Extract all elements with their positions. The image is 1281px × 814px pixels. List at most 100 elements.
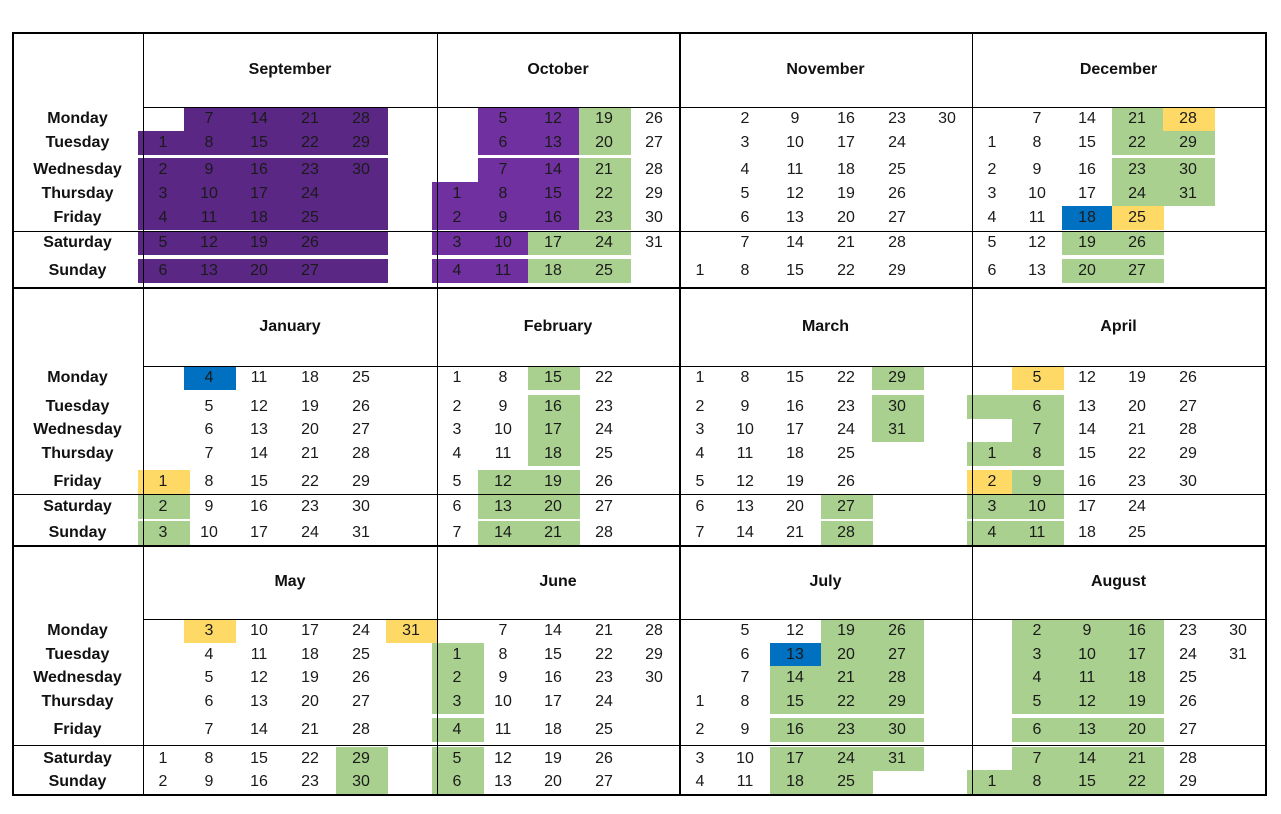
date-cell: 27 (837, 498, 855, 515)
date-cell: 24 (837, 750, 855, 767)
day-label-friday: Friday (53, 209, 102, 226)
date-cell: 22 (837, 262, 855, 279)
date-cell: 26 (1179, 369, 1197, 386)
month-title-march: March (801, 317, 850, 335)
month-title-september: September (248, 61, 332, 78)
day-label-sunday: Sunday (48, 773, 107, 790)
date-cell: 5 (158, 234, 168, 251)
date-cell: 30 (352, 161, 370, 178)
date-cell: 23 (301, 498, 319, 515)
highlight-cell (478, 107, 530, 131)
date-cell: 14 (250, 445, 268, 462)
date-cell: 10 (736, 421, 754, 438)
date-cell: 21 (544, 524, 562, 541)
date-cell: 18 (544, 262, 562, 279)
highlight-cell (579, 158, 631, 182)
highlight-cell (138, 131, 190, 155)
highlight-cell (184, 206, 236, 230)
date-cell: 29 (1179, 445, 1197, 462)
date-cell: 11 (786, 161, 804, 178)
highlight-cell (528, 495, 580, 519)
date-cell: 25 (1128, 524, 1146, 541)
month-title-may: May (274, 573, 306, 590)
date-cell: 23 (595, 209, 613, 226)
date-cell: 23 (837, 721, 855, 738)
date-cell: 31 (888, 421, 906, 438)
date-cell: 17 (786, 421, 804, 438)
grid-line (12, 745, 1267, 746)
date-cell: 18 (786, 445, 804, 462)
date-cell: 8 (498, 369, 508, 386)
date-cell: 4 (740, 161, 750, 178)
highlight-cell (432, 206, 484, 230)
date-cell: 30 (645, 209, 663, 226)
date-cell: 21 (301, 445, 319, 462)
date-cell: 21 (1128, 110, 1146, 127)
date-cell: 19 (837, 622, 855, 639)
date-cell: 11 (736, 445, 754, 462)
date-cell: 27 (888, 209, 906, 226)
highlight-cell (1012, 442, 1064, 466)
day-label-thursday: Thursday (41, 445, 114, 462)
date-cell: 25 (1179, 669, 1197, 686)
date-cell: 20 (544, 773, 562, 790)
date-cell: 21 (1128, 750, 1146, 767)
date-cell: 4 (1032, 669, 1042, 686)
date-cell: 11 (1028, 209, 1046, 226)
grid-line (143, 366, 1267, 367)
highlight-cell (184, 158, 236, 182)
date-cell: 2 (158, 161, 168, 178)
date-cell: 3 (452, 234, 462, 251)
date-cell: 24 (595, 693, 613, 710)
date-cell: 9 (204, 161, 214, 178)
date-cell: 13 (1078, 398, 1096, 415)
month-title-july: July (809, 573, 842, 590)
date-cell: 25 (352, 646, 370, 663)
date-cell: 10 (200, 185, 218, 202)
highlight-cell (478, 495, 530, 519)
date-cell: 2 (695, 398, 705, 415)
date-cell: 28 (1179, 110, 1197, 127)
date-cell: 20 (301, 421, 319, 438)
highlight-cell (967, 470, 1019, 494)
date-cell: 24 (301, 185, 319, 202)
date-cell: 4 (204, 646, 214, 663)
date-cell: 20 (301, 693, 319, 710)
highlight-cell (1112, 231, 1164, 255)
date-cell: 13 (200, 262, 218, 279)
date-cell: 29 (352, 750, 370, 767)
date-cell: 19 (544, 473, 562, 490)
highlight-cell (872, 366, 924, 390)
date-cell: 3 (204, 622, 214, 639)
date-cell: 23 (888, 110, 906, 127)
date-cell: 29 (645, 646, 663, 663)
date-cell: 12 (786, 185, 804, 202)
date-cell: 12 (494, 750, 512, 767)
date-cell: 8 (498, 185, 508, 202)
date-cell: 18 (786, 773, 804, 790)
date-cell: 3 (452, 421, 462, 438)
date-cell: 9 (1032, 161, 1042, 178)
date-cell: 24 (352, 622, 370, 639)
date-cell: 24 (595, 234, 613, 251)
date-cell: 22 (301, 750, 319, 767)
highlight-cell (1062, 718, 1114, 742)
date-cell: 5 (987, 234, 997, 251)
highlight-cell (821, 747, 873, 771)
highlight-cell (770, 718, 822, 742)
highlight-cell (528, 366, 580, 390)
date-cell: 2 (1032, 622, 1042, 639)
date-cell: 4 (204, 369, 214, 386)
highlight-cell (336, 182, 388, 206)
highlight-cell (528, 107, 580, 131)
date-cell: 3 (452, 693, 462, 710)
highlight-cell (528, 158, 580, 182)
highlight-cell (1112, 690, 1164, 714)
highlight-cell (770, 770, 822, 794)
highlight-cell (184, 259, 236, 283)
date-cell: 24 (1128, 498, 1146, 515)
grid-line (12, 231, 1267, 232)
highlight-cell (1012, 395, 1064, 419)
date-cell: 16 (837, 110, 855, 127)
